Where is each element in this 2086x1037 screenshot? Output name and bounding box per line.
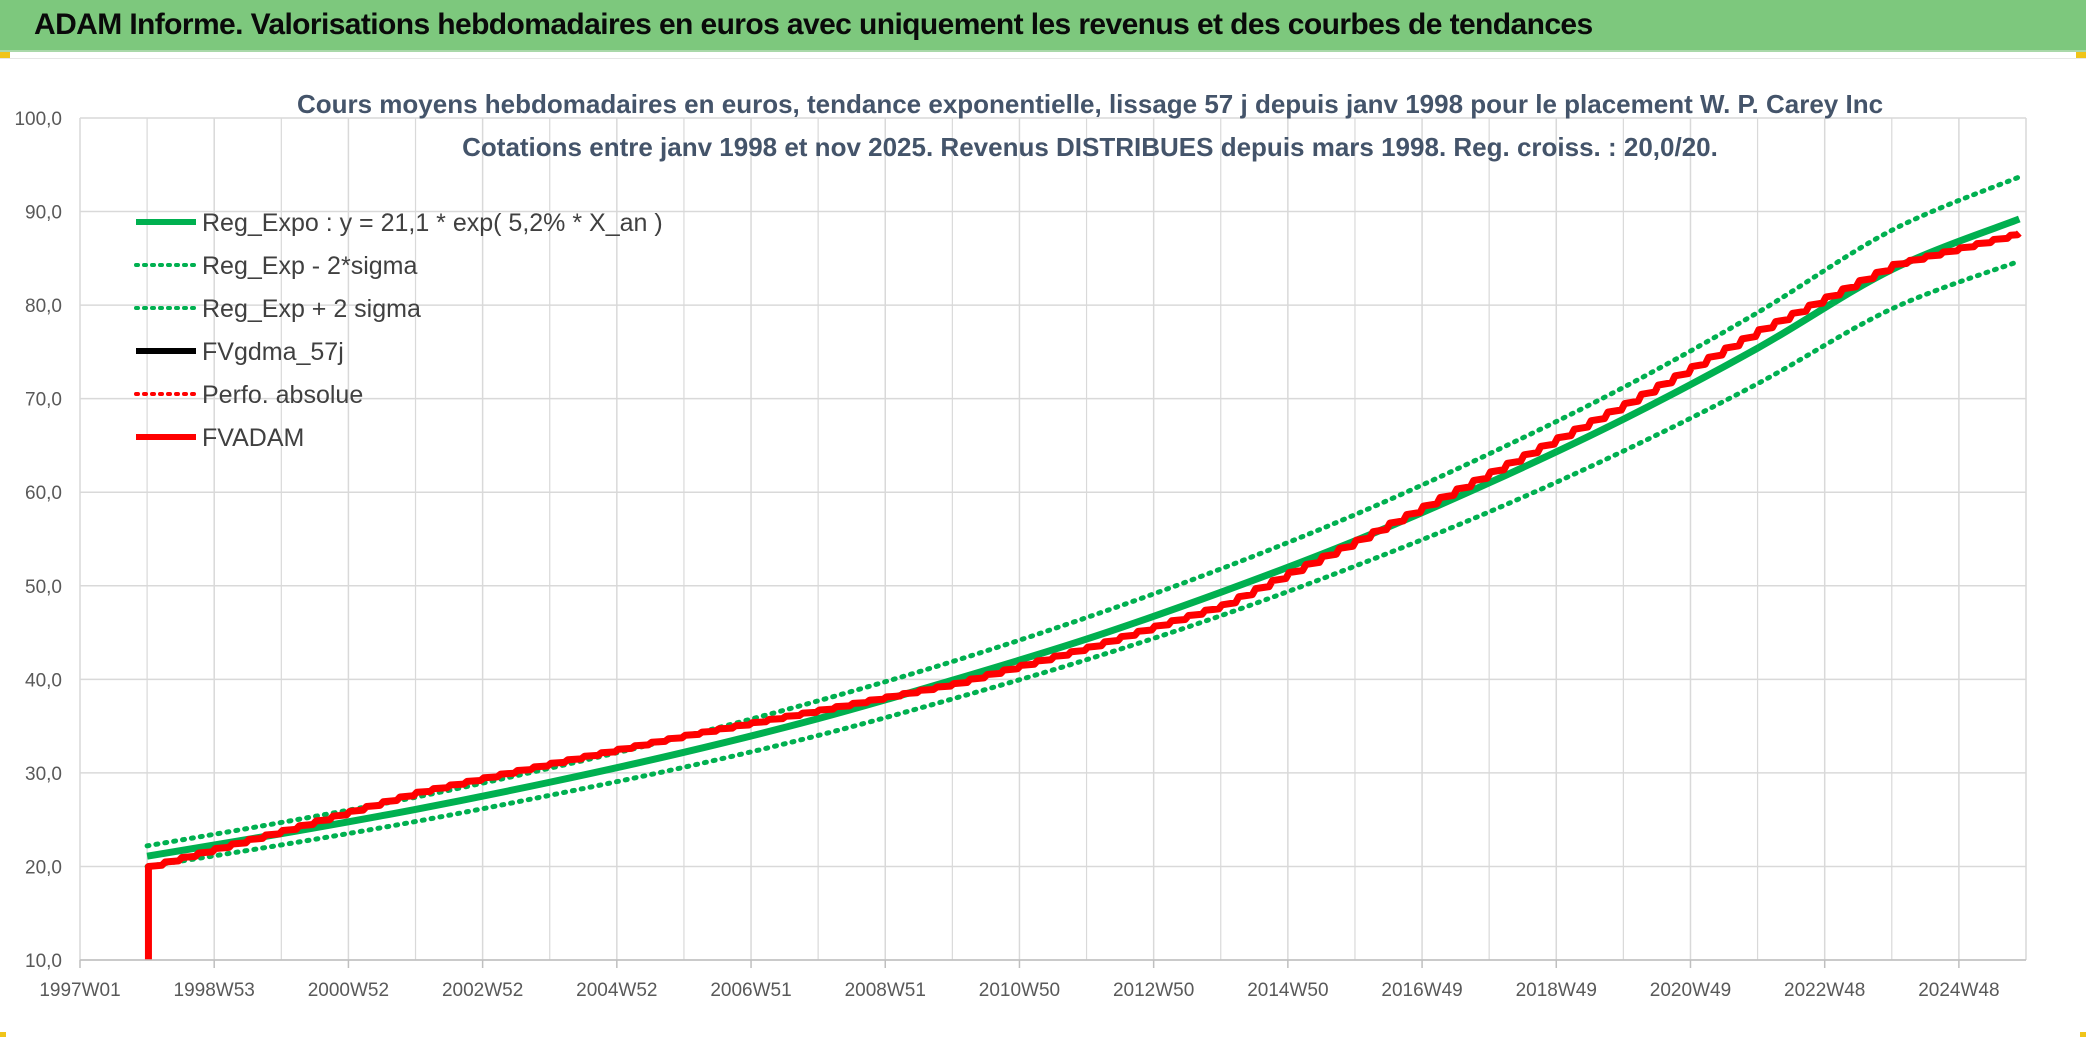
report-title: ADAM Informe. Valorisations hebdomadaire… <box>34 8 1593 41</box>
x-tick-label: 2012W50 <box>1113 980 1194 1001</box>
y-tick-label: 20,0 <box>25 857 62 878</box>
x-tick-label: 2022W48 <box>1784 980 1865 1001</box>
x-tick-label: 2020W49 <box>1650 980 1731 1001</box>
chart-legend: Reg_Expo : y = 21,1 * exp( 5,2% * X_an )… <box>134 209 663 452</box>
legend-label: Perfo. absolue <box>202 381 363 409</box>
series-line-2 <box>144 174 2022 849</box>
corner-mark-top-right <box>2076 52 2086 58</box>
report-banner: ADAM Informe. Valorisations hebdomadaire… <box>0 0 2086 52</box>
corner-mark-bottom-left <box>0 1032 6 1037</box>
x-tick-label: 2018W49 <box>1516 980 1597 1001</box>
y-tick-label: 10,0 <box>25 951 62 972</box>
y-tick-label: 100,0 <box>14 109 62 130</box>
x-tick-label: 2010W50 <box>979 980 1060 1001</box>
chart-series <box>144 174 2022 960</box>
legend-label: Reg_Exp - 2*sigma <box>202 252 417 280</box>
chart-gridlines <box>79 117 2027 961</box>
x-tick-label: 2024W48 <box>1918 980 1999 1001</box>
x-tick-label: 2016W49 <box>1381 980 1462 1001</box>
x-tick-label: 2002W52 <box>442 980 523 1001</box>
legend-label: Reg_Expo : y = 21,1 * exp( 5,2% * X_an ) <box>202 209 663 237</box>
legend-label: FVADAM <box>202 424 304 452</box>
x-tick-label: 2014W50 <box>1247 980 1328 1001</box>
y-tick-label: 90,0 <box>25 203 62 224</box>
x-tick-label: 1998W53 <box>174 980 255 1001</box>
y-tick-label: 50,0 <box>25 577 62 598</box>
corner-mark-bottom-right <box>2080 1032 2086 1037</box>
series-line-0 <box>146 215 2021 860</box>
corner-mark-top-left <box>0 52 10 58</box>
series-line-5 <box>144 230 2022 960</box>
x-tick-label: 2006W51 <box>710 980 791 1001</box>
legend-label: FVgdma_57j <box>202 338 344 366</box>
y-tick-label: 60,0 <box>25 483 62 504</box>
x-tick-label: 1997W01 <box>39 980 120 1001</box>
legend-label: Reg_Exp + 2 sigma <box>202 295 421 323</box>
y-tick-label: 80,0 <box>25 296 62 317</box>
chart-frame <box>0 58 2086 1037</box>
chart-axes: 10,0 20,0 30,0 40,0 50,0 60,0 70,0 80,0 90,0 100,… <box>14 109 2026 1001</box>
y-tick-label: 30,0 <box>25 764 62 785</box>
y-tick-label: 70,0 <box>25 390 62 411</box>
x-tick-label: 2008W51 <box>845 980 926 1001</box>
chart-title-line-1: Cours moyens hebdomadaires en euros, ten… <box>297 89 1883 119</box>
x-tick-label: 2000W52 <box>308 980 389 1001</box>
series-line-1 <box>144 258 2022 869</box>
x-tick-label: 2004W52 <box>576 980 657 1001</box>
chart-title-line-2: Cotations entre janv 1998 et nov 2025. R… <box>462 132 1718 162</box>
y-tick-label: 40,0 <box>25 670 62 691</box>
